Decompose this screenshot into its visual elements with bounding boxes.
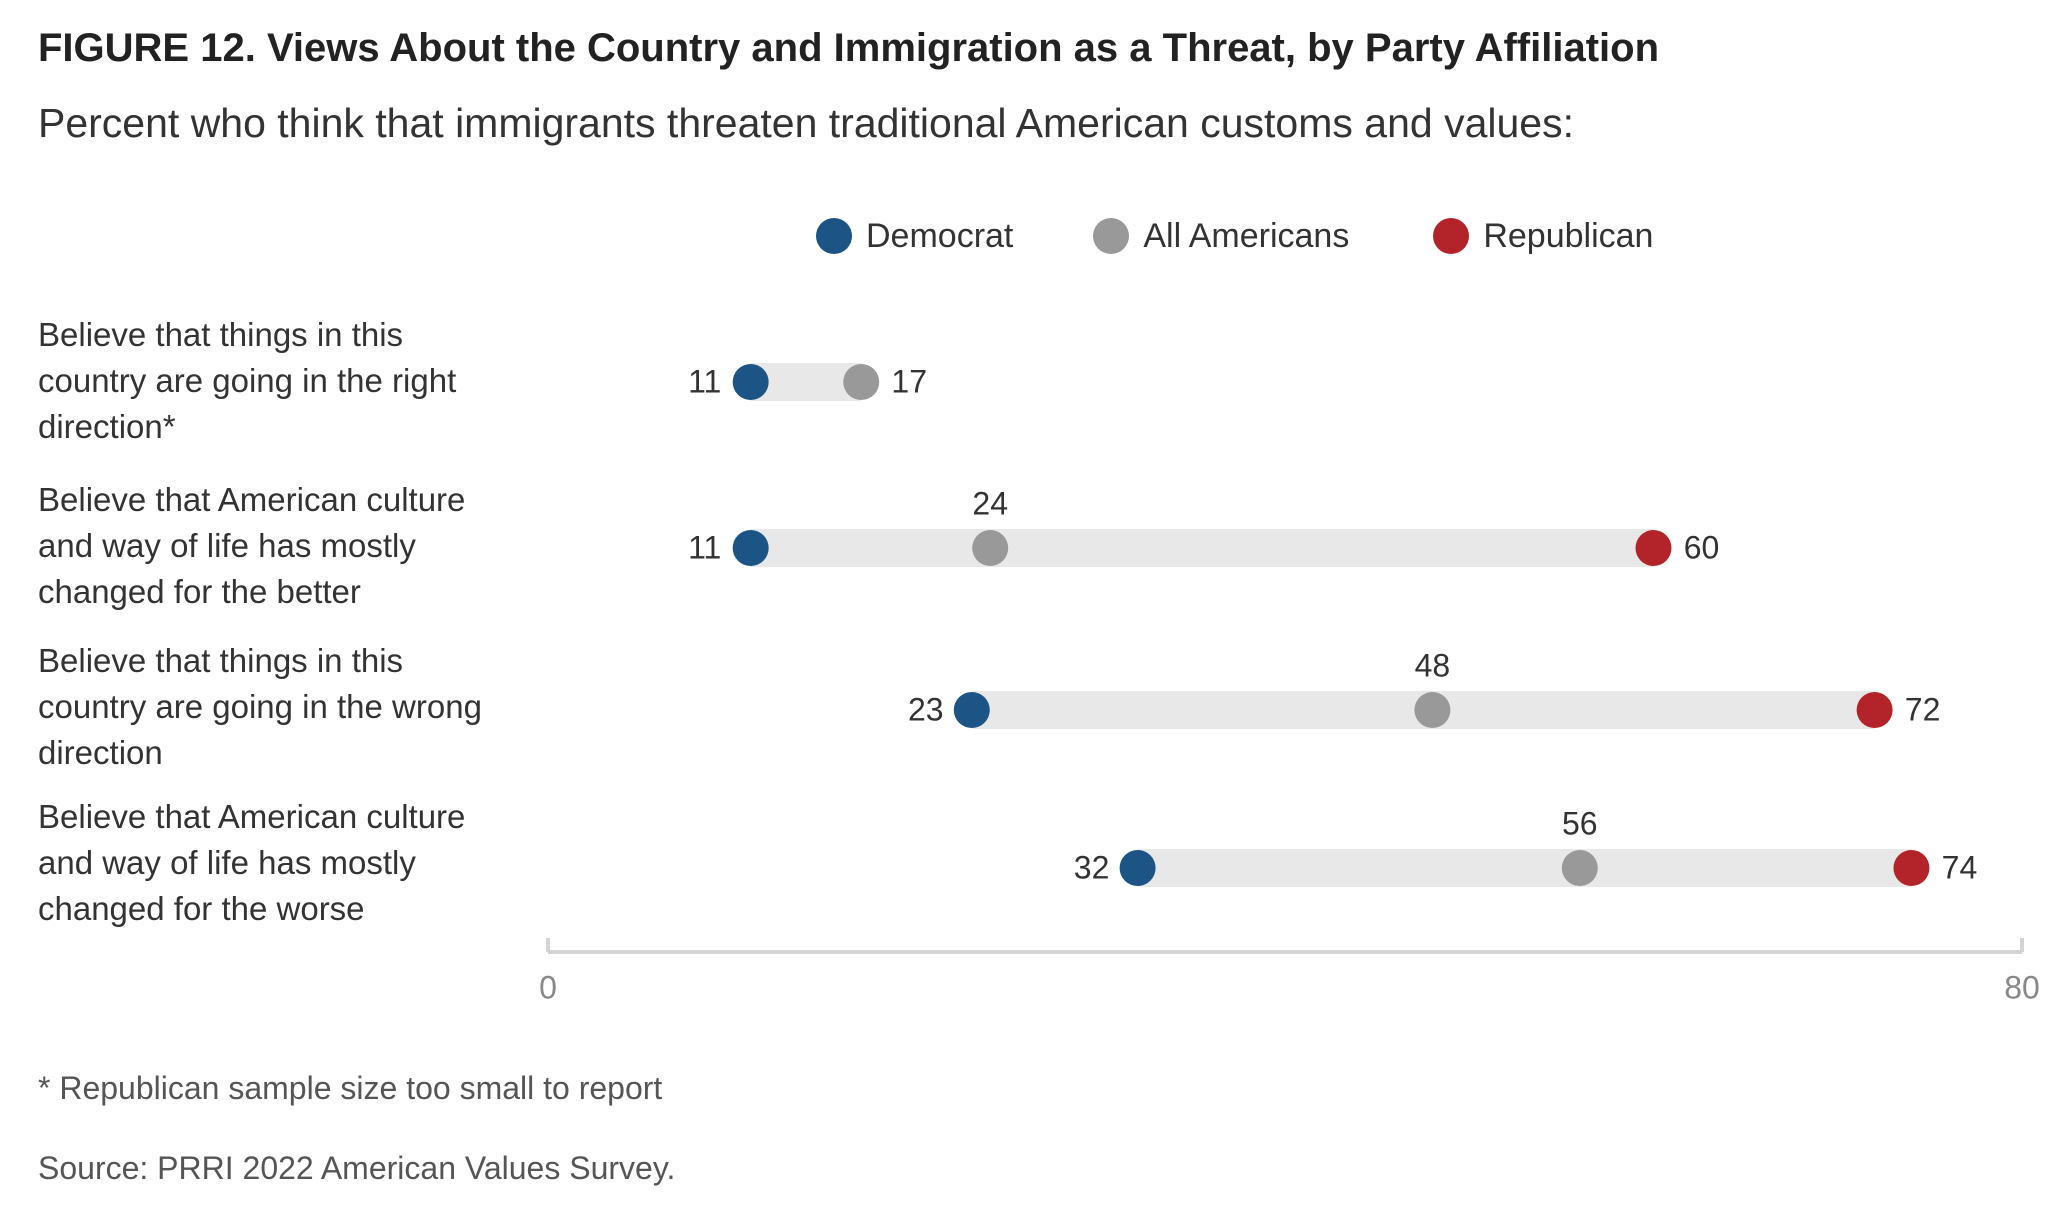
footnote: * Republican sample size too small to re… — [38, 1070, 663, 1106]
dot-all-americans — [1561, 850, 1598, 886]
row-label-line: Believe that American culture — [38, 798, 466, 835]
value-label-democrat: 23 — [908, 691, 944, 727]
row-label-line: direction* — [38, 408, 176, 445]
dot-democrat — [953, 692, 990, 728]
democrat-dot-icon — [816, 218, 852, 254]
legend-label-republican: Republican — [1483, 216, 1654, 255]
dot-range-chart: 0 80 11 17 11 24 60 23 48 72 32 56 74 — [539, 363, 2040, 1005]
value-label-republican: 72 — [1905, 691, 1941, 727]
legend-item-democrat: Democrat — [816, 217, 1013, 256]
value-label-all-americans: 48 — [1415, 647, 1451, 683]
value-label-all-americans: 56 — [1562, 805, 1598, 841]
row-label-line: and way of life has mostly — [38, 527, 416, 564]
row-label-line: changed for the worse — [38, 890, 365, 927]
dot-all-americans — [843, 364, 880, 400]
dot-democrat — [732, 530, 769, 566]
dot-democrat — [732, 364, 769, 400]
x-tick-label: 80 — [2004, 969, 2040, 1005]
dot-democrat — [1119, 850, 1156, 886]
dot-republican — [1856, 692, 1893, 728]
dot-republican — [1635, 530, 1672, 566]
x-tick-label: 0 — [539, 969, 557, 1005]
row-label-wrong-direction: Believe that things in this country are … — [38, 638, 558, 776]
row-label-culture-worse: Believe that American culture and way of… — [38, 794, 558, 932]
source-note: Source: PRRI 2022 American Values Survey… — [38, 1150, 676, 1186]
all-americans-dot-icon — [1093, 218, 1130, 254]
row-label-line: changed for the better — [38, 573, 361, 610]
row-label-right-direction: Believe that things in this country are … — [38, 312, 558, 450]
row-label-culture-better: Believe that American culture and way of… — [38, 477, 558, 615]
row-label-line: Believe that things in this — [38, 316, 404, 353]
value-label-democrat: 11 — [688, 363, 721, 399]
row-label-line: Believe that American culture — [38, 481, 466, 518]
legend-item-all-americans: All Americans — [1093, 217, 1349, 256]
row-label-line: and way of life has mostly — [38, 844, 416, 881]
legend-label-democrat: Democrat — [866, 216, 1014, 255]
republican-dot-icon — [1433, 218, 1470, 254]
range-bar — [1137, 849, 1912, 887]
value-label-democrat: 32 — [1074, 849, 1110, 885]
dot-republican — [1893, 850, 1930, 886]
dot-all-americans — [1414, 692, 1451, 728]
row-label-line: direction — [38, 734, 163, 771]
value-label-all-americans: 17 — [891, 363, 927, 399]
chart-subtitle: Percent who think that immigrants threat… — [38, 100, 1574, 146]
value-label-republican: 74 — [1942, 849, 1978, 885]
legend-item-republican: Republican — [1433, 217, 1653, 256]
value-label-republican: 60 — [1684, 529, 1720, 565]
row-label-line: country are going in the wrong — [38, 688, 482, 725]
row-label-line: country are going in the right — [38, 362, 457, 399]
dot-all-americans — [972, 530, 1009, 566]
legend-label-all-americans: All Americans — [1143, 216, 1350, 255]
chart-title: FIGURE 12. Views About the Country and I… — [38, 26, 1659, 70]
range-bar — [750, 529, 1654, 567]
chart-legend: Democrat All Americans Republican — [816, 214, 1653, 258]
value-label-democrat: 11 — [688, 529, 721, 565]
value-label-all-americans: 24 — [972, 485, 1008, 521]
row-label-line: Believe that things in this — [38, 642, 404, 679]
range-bar — [750, 363, 862, 401]
